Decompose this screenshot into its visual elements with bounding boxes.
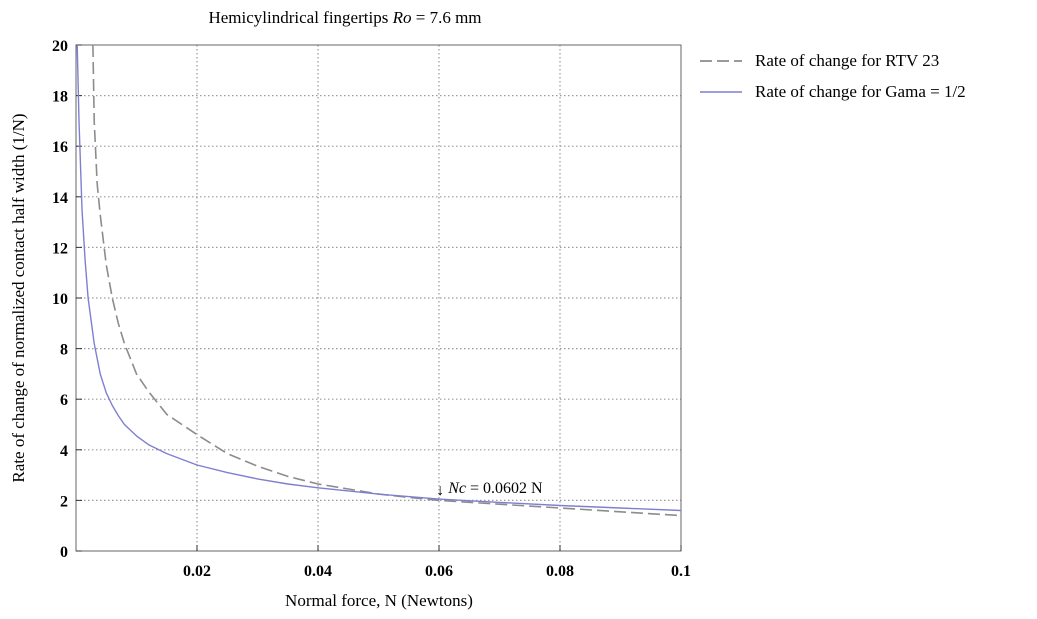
plot-frame [75, 44, 682, 552]
annotation-var: Nc [447, 480, 466, 497]
y-tick-label-10: 20 [52, 38, 68, 55]
y-tick-label-0: 0 [60, 544, 68, 561]
y-tick-label-3: 6 [60, 392, 68, 409]
y-tick-label-8: 16 [52, 139, 68, 156]
y-tick-label-4: 8 [60, 342, 68, 359]
chart-title-var: Ro [392, 8, 412, 27]
y-tick-label-1: 2 [60, 493, 68, 510]
chart-title: Hemicylindrical fingertips Ro = 7.6 mm [208, 8, 481, 27]
y-tick-label-5: 10 [52, 291, 68, 308]
y-tick-label-9: 18 [52, 89, 68, 106]
annotation-value: = 0.0602 N [466, 480, 543, 497]
x-axis-label: Normal force, N (Newtons) [285, 591, 473, 610]
y-tick-label-7: 14 [52, 190, 68, 207]
legend: Rate of change for RTV 23 Rate of change… [700, 51, 966, 101]
series-line-0 [92, 44, 682, 517]
legend-label-rtv23: Rate of change for RTV 23 [755, 51, 939, 70]
x-tick-label-1: 0.04 [304, 563, 332, 580]
annotation-arrow: ↓ [436, 482, 444, 499]
x-tick-label-3: 0.08 [546, 563, 574, 580]
series-layer [76, 44, 682, 517]
y-tick-label-2: 4 [60, 443, 68, 460]
legend-label-gama: Rate of change for Gama = 1/2 [755, 82, 966, 101]
chart-title-suffix: = 7.6 mm [411, 8, 481, 27]
x-tick-label-0: 0.02 [183, 563, 211, 580]
series-line-1 [76, 44, 682, 512]
x-tick-label-4: 0.1 [671, 563, 691, 580]
grid [76, 45, 681, 551]
annotation: ↓ Nc = 0.0602 N [436, 480, 543, 499]
x-tick-label-2: 0.06 [425, 563, 453, 580]
y-axis-label: Rate of change of normalized contact hal… [9, 113, 28, 482]
chart-title-prefix: Hemicylindrical fingertips [208, 8, 392, 27]
y-tick-label-6: 12 [52, 240, 68, 257]
ticks: 0.02 0.04 0.06 0.08 0.1 0 2 4 6 8 10 12 14 16 18 20 [52, 38, 691, 580]
annotation-text: Nc = 0.0602 N [447, 480, 543, 497]
